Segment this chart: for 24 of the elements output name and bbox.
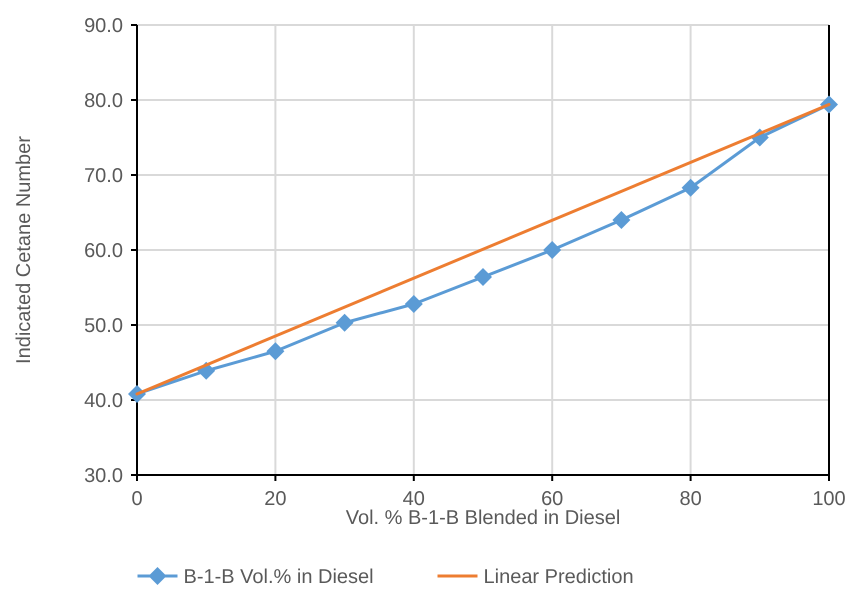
point <box>682 178 700 197</box>
x-tick-label: 80 <box>679 488 702 510</box>
x-tick-label: 20 <box>264 488 287 510</box>
x-tick-label: 0 <box>131 488 143 510</box>
y-tick-label: 40.0 <box>84 390 123 412</box>
point <box>336 314 354 332</box>
x-axis-title: Vol. % B-1-B Blended in Diesel <box>346 507 620 529</box>
y-tick-label: 80.0 <box>84 90 123 112</box>
y-tick-label: 50.0 <box>84 315 123 337</box>
y-tick-label: 90.0 <box>84 15 123 37</box>
point <box>543 241 562 259</box>
y-axis-title: Indicated Cetane Number <box>13 136 35 364</box>
point <box>474 268 492 286</box>
x-tick-label: 60 <box>541 488 564 510</box>
legend-label: Linear Prediction <box>484 566 634 588</box>
y-tick-label: 60.0 <box>84 240 123 262</box>
legend-label: B-1-B Vol.% in Diesel <box>184 566 374 588</box>
x-tick-label: 100 <box>812 488 846 510</box>
x-tick-label: 40 <box>402 488 425 510</box>
y-tick-label: 70.0 <box>84 165 123 187</box>
y-tick-label: 30.0 <box>84 465 123 487</box>
point <box>404 295 423 313</box>
point <box>266 342 284 360</box>
point <box>612 211 630 229</box>
